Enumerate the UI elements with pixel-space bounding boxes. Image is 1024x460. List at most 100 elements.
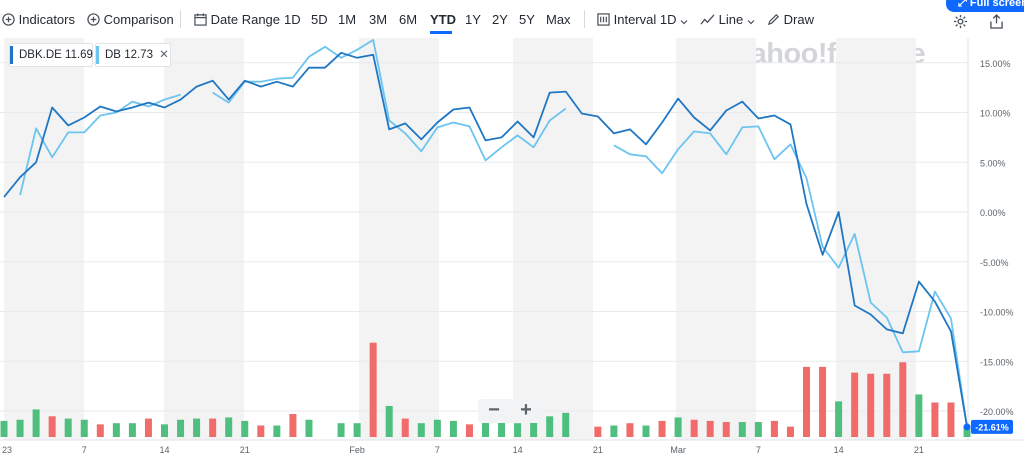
- chevron-down-icon: [747, 20, 755, 25]
- x-tick-label: 7: [756, 445, 761, 455]
- remove-comparison-icon[interactable]: ✕: [159, 49, 169, 61]
- volume-bar: [273, 425, 281, 437]
- x-tick-label: 21: [240, 445, 250, 455]
- volume-bar: [48, 416, 56, 437]
- range-3m[interactable]: 3M: [369, 12, 388, 27]
- volume-bar: [369, 342, 377, 437]
- volume-bar: [690, 419, 698, 437]
- legend-value: 11.69: [65, 49, 93, 61]
- range-6m[interactable]: 6M: [399, 12, 418, 27]
- chart-toolbar: Indicators Comparison Date Range 1D 5D 1…: [0, 0, 1024, 38]
- volume-bar: [337, 423, 345, 437]
- range-ytd[interactable]: YTD: [430, 12, 456, 27]
- gear-icon: [953, 14, 968, 29]
- volume-bar: [80, 419, 88, 437]
- legend-symbol: DBK.DE: [19, 49, 62, 61]
- volume-bar: [385, 405, 393, 437]
- series-line-dbk-de: [3, 51, 968, 428]
- volume-bar: [706, 420, 714, 437]
- x-axis: 23 7 14 21 Feb 7 14 21 Mar 7 14 21: [2, 445, 924, 455]
- volume-bar: [417, 423, 425, 437]
- range-2y[interactable]: 2Y: [492, 12, 508, 27]
- settings-button[interactable]: [953, 14, 968, 30]
- range-1m[interactable]: 1M: [338, 12, 357, 27]
- draw-button[interactable]: Draw: [767, 12, 814, 27]
- indicators-label: Indicators: [18, 12, 75, 27]
- y-tick-label: -10.00%: [980, 308, 1014, 318]
- volume-bar: [64, 418, 72, 437]
- zoom-in-button[interactable]: +: [520, 399, 532, 421]
- x-tick-label: 7: [82, 445, 87, 455]
- volume-bar: [96, 424, 104, 437]
- volume-bar: [803, 366, 810, 437]
- volume-bar: [931, 402, 939, 437]
- volume-bar: [353, 423, 361, 437]
- range-1y[interactable]: 1Y: [465, 12, 481, 27]
- chart-type-label: Line: [718, 12, 744, 27]
- volume-bar: [32, 409, 40, 437]
- volume-bar: [498, 415, 506, 437]
- volume-bar: [835, 401, 843, 437]
- range-1d[interactable]: 1D: [284, 12, 301, 27]
- range-5d[interactable]: 5D: [311, 12, 328, 27]
- zoom-out-button[interactable]: −: [488, 399, 500, 421]
- volume-bar: [482, 418, 489, 437]
- period-bands: [4, 38, 916, 440]
- volume-bar: [594, 426, 602, 437]
- interval-value: 1D: [659, 12, 677, 27]
- indicators-button[interactable]: Indicators: [2, 12, 75, 27]
- volume-bar: [401, 418, 409, 437]
- range-5y[interactable]: 5Y: [519, 12, 535, 27]
- date-range-button[interactable]: Date Range: [194, 12, 280, 27]
- interval-label: Interval: [613, 12, 657, 27]
- volume-bar: [851, 372, 859, 437]
- volume-bar: [514, 423, 522, 437]
- volume-bar: [786, 426, 794, 437]
- plus-circle-icon: [87, 13, 100, 26]
- interval-dropdown[interactable]: Interval 1D: [597, 12, 688, 27]
- volume-bar: [915, 394, 923, 437]
- volume-bar: [819, 366, 827, 437]
- volume-bar: [449, 420, 457, 437]
- x-tick-label: 14: [159, 445, 169, 455]
- draw-label: Draw: [783, 12, 814, 27]
- volume-bar: [770, 420, 778, 437]
- volume-bar: [289, 414, 297, 437]
- legend-item-dbk[interactable]: DBK.DE 11.69: [9, 43, 93, 67]
- comparison-button[interactable]: Comparison: [87, 12, 174, 27]
- share-button[interactable]: [990, 14, 1003, 30]
- volume-bar: [241, 420, 249, 437]
- volume-bar: [642, 425, 650, 437]
- full-screen-button[interactable]: ⤢ Full screen: [946, 0, 1024, 12]
- volume-bar: [626, 423, 634, 437]
- volume-bar: [546, 416, 554, 437]
- volume-bar: [658, 420, 666, 437]
- x-tick-label: 14: [513, 445, 523, 455]
- y-tick-label: 10.00%: [980, 109, 1011, 119]
- volume-bar: [674, 417, 682, 437]
- y-tick-label: -15.00%: [980, 357, 1014, 367]
- x-tick-label: 23: [2, 445, 12, 455]
- range-max[interactable]: Max: [546, 12, 571, 27]
- series-lines: [3, 39, 968, 428]
- chevron-down-icon: [680, 20, 688, 25]
- week-band: [4, 38, 84, 440]
- last-value-label: -21.61%: [975, 422, 1009, 432]
- chart-type-dropdown[interactable]: Line: [700, 12, 755, 27]
- volume-bar: [193, 418, 201, 437]
- x-tick-label: 21: [593, 445, 603, 455]
- last-value-dot: [963, 423, 971, 431]
- last-value-badge: -21.61%: [963, 419, 1013, 434]
- interval-icon: [597, 13, 610, 26]
- volume-bar: [867, 373, 875, 437]
- share-icon: [990, 14, 1003, 29]
- toolbar-divider: [584, 10, 585, 28]
- x-tick-label: Mar: [670, 445, 686, 455]
- volume-bars: [0, 342, 971, 437]
- legend-item-db[interactable]: DB 12.73 ✕: [95, 43, 171, 67]
- volume-bar: [177, 419, 185, 437]
- active-range-indicator: [430, 31, 452, 34]
- week-band: [513, 38, 593, 440]
- volume-bar: [257, 425, 265, 437]
